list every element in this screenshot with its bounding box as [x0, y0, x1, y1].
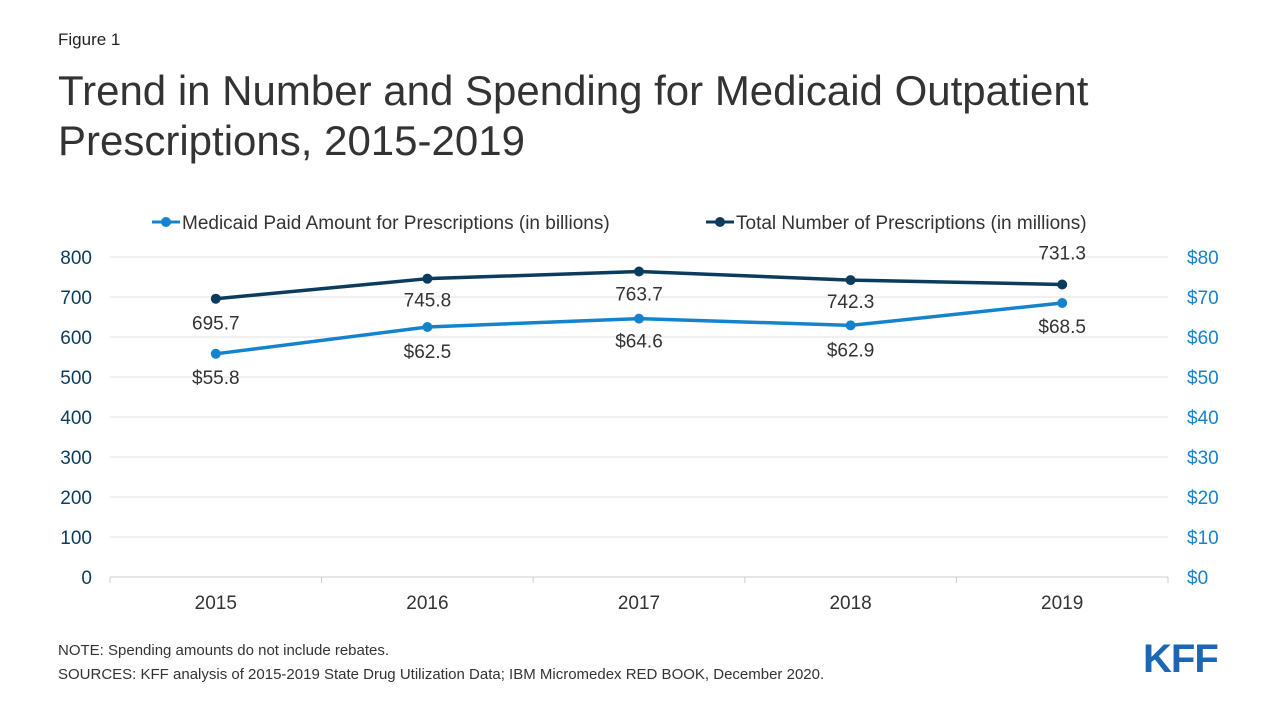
paid-data-label: $62.5 [404, 342, 452, 363]
count-series-point [210, 293, 221, 304]
y-left-tick-label: 800 [60, 248, 92, 269]
paid-series-point [210, 348, 221, 359]
paid-series-point [1057, 298, 1068, 308]
y-right-tick-label: $50 [1187, 368, 1219, 389]
x-tick-label: 2015 [195, 593, 237, 614]
count-data-label: 763.7 [615, 285, 663, 306]
x-tick-label: 2017 [618, 593, 660, 614]
chart-sources: SOURCES: KFF analysis of 2015-2019 State… [58, 666, 825, 683]
y-left-tick-label: 0 [81, 568, 92, 589]
y-right-tick-label: $20 [1187, 488, 1219, 509]
y-right-tick-label: $30 [1187, 448, 1219, 469]
paid-data-label: $55.8 [192, 368, 240, 389]
chart-title: Trend in Number and Spending for Medicai… [58, 66, 1208, 166]
paid-series-legend-marker [161, 217, 171, 227]
count-data-label: 742.3 [827, 292, 875, 313]
x-tick-label: 2019 [1041, 593, 1083, 614]
y-left-tick-label: 300 [60, 448, 92, 469]
count-series-point [422, 273, 433, 284]
kff-logo-text: KFF [1143, 637, 1218, 678]
count-series-point [1057, 279, 1068, 290]
paid-data-label: $64.6 [615, 332, 663, 353]
chart-note: NOTE: Spending amounts do not include re… [58, 642, 390, 659]
paid-series-point [634, 313, 644, 324]
y-right-tick-label: $10 [1187, 528, 1219, 549]
x-tick-label: 2016 [406, 593, 448, 614]
y-right-tick-label: $80 [1187, 248, 1219, 269]
y-right-tick-label: $70 [1187, 288, 1219, 309]
kff-logo: KFF [1143, 637, 1219, 678]
y-left-tick-label: 200 [60, 488, 92, 509]
count-series-legend-label: Total Number of Prescriptions (in millio… [736, 213, 1087, 234]
figure-label: Figure 1 [58, 30, 121, 49]
count-series-legend-marker [715, 217, 725, 227]
y-left-tick-label: 500 [60, 368, 92, 389]
paid-series-legend-label: Medicaid Paid Amount for Prescriptions (… [182, 213, 610, 234]
count-series-point [845, 275, 856, 286]
chart-title-line-2: Prescriptions, 2015-2019 [58, 117, 525, 164]
count-data-label: 731.3 [1038, 243, 1086, 264]
paid-data-label: $62.9 [827, 340, 875, 361]
count-data-label: 745.8 [404, 291, 452, 312]
chart-title-line-1: Trend in Number and Spending for Medicai… [58, 67, 1089, 114]
y-right-tick-label: $0 [1187, 568, 1208, 589]
x-tick-label: 2018 [829, 593, 871, 614]
y-right-tick-label: $60 [1187, 328, 1219, 349]
count-data-label: 695.7 [192, 314, 240, 335]
y-right-tick-label: $40 [1187, 408, 1219, 429]
y-left-tick-label: 600 [60, 328, 92, 349]
paid-data-label: $68.5 [1038, 317, 1086, 338]
y-left-tick-label: 100 [60, 528, 92, 549]
count-series-point [634, 266, 644, 277]
paid-series-point [422, 322, 433, 332]
paid-series-point [845, 320, 856, 331]
y-left-tick-label: 400 [60, 408, 92, 429]
y-left-tick-label: 700 [60, 288, 92, 309]
